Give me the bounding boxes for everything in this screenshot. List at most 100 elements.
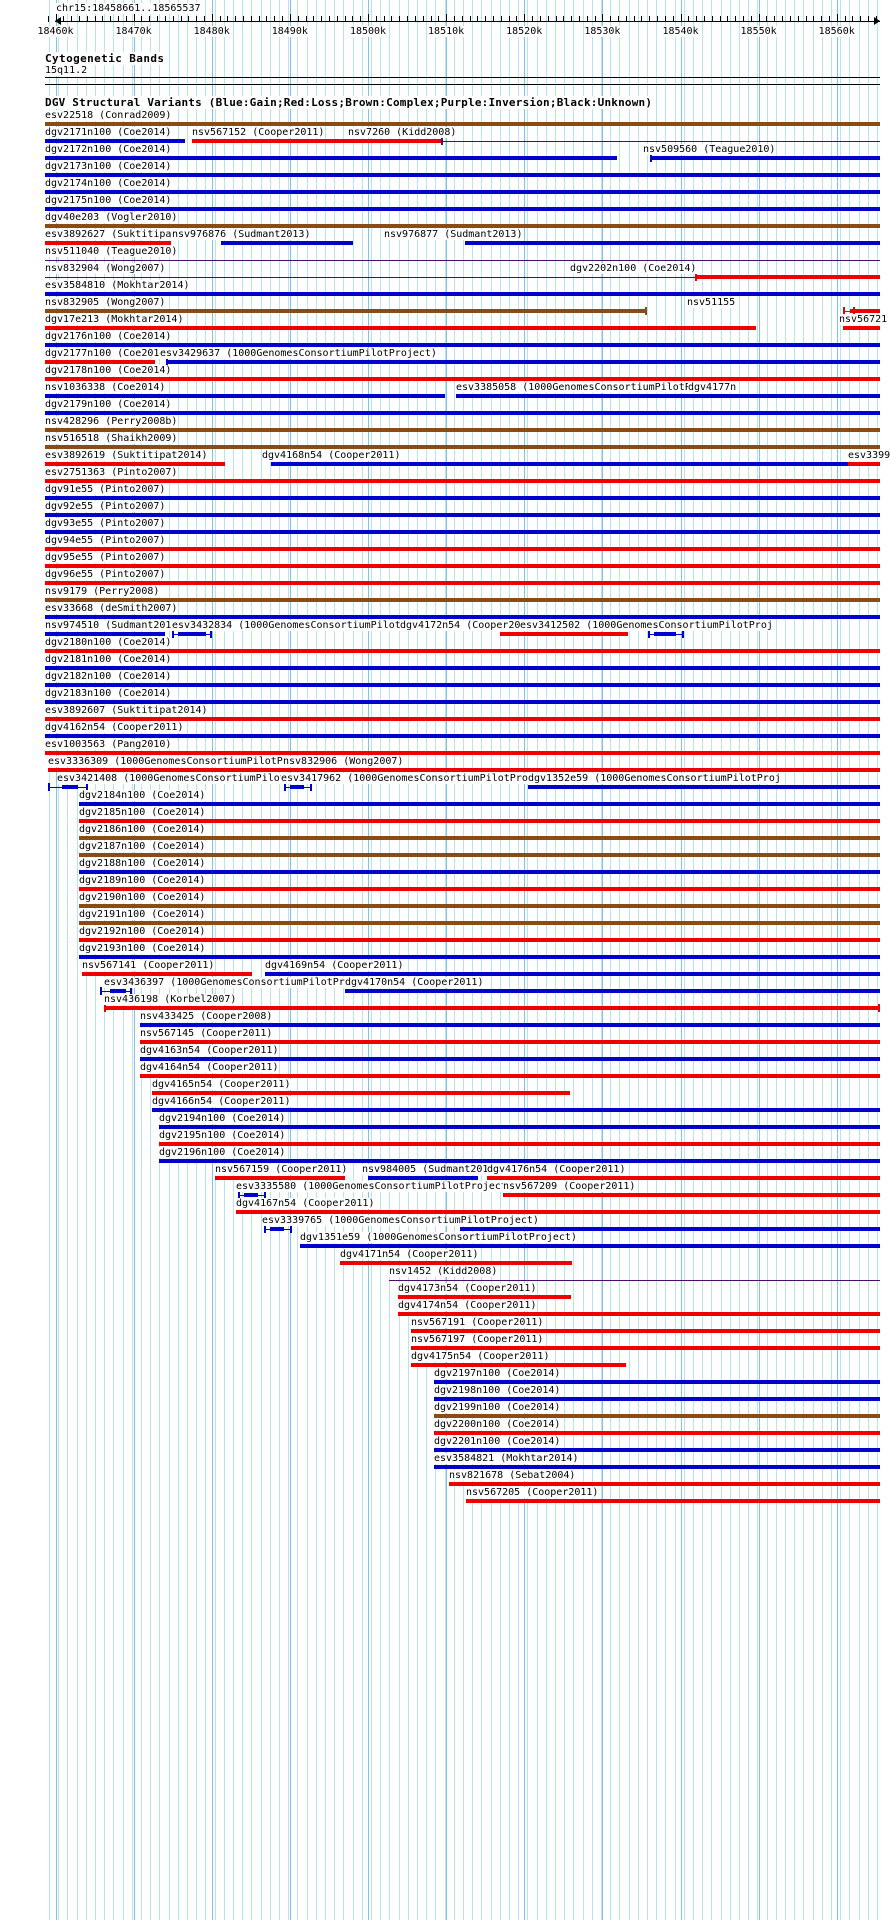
variant-feature-bar[interactable] bbox=[45, 207, 880, 211]
variant-label[interactable]: dgv4175n54 (Cooper2011) bbox=[411, 1351, 551, 1362]
variant-label[interactable]: nsv1452 (Kidd2008) bbox=[389, 1266, 499, 1277]
variant-label[interactable]: esv3892607 (Suktitipat2014) bbox=[45, 705, 209, 716]
variant-label[interactable]: dgv2189n100 (Coe2014) bbox=[79, 875, 207, 886]
variant-label[interactable]: dgv4170n54 (Cooper2011) bbox=[345, 977, 485, 988]
variant-label[interactable]: dgv2185n100 (Coe2014) bbox=[79, 807, 207, 818]
variant-feature-bar[interactable] bbox=[79, 853, 880, 857]
variant-feature-bar[interactable] bbox=[270, 1227, 284, 1231]
variant-label[interactable]: esv3432834 (1000GenomesConsortiumPilotPr… bbox=[172, 620, 450, 631]
variant-feature-bar[interactable] bbox=[45, 547, 880, 551]
variant-label[interactable]: esv3399 bbox=[848, 450, 890, 461]
variant-label[interactable]: nsv436198 (Korbel2007) bbox=[104, 994, 238, 1005]
variant-label[interactable]: dgv2172n100 (Coe2014) bbox=[45, 144, 173, 155]
variant-label[interactable]: dgv2171n100 (Coe2014) bbox=[45, 127, 173, 138]
variant-feature-bar[interactable] bbox=[79, 887, 880, 891]
variant-feature-bar[interactable] bbox=[411, 1329, 880, 1333]
variant-label[interactable]: nsv567152 (Cooper2011) bbox=[192, 127, 326, 138]
variant-feature-bar[interactable] bbox=[168, 360, 880, 364]
variant-feature-bar[interactable] bbox=[45, 496, 880, 500]
variant-feature-bar[interactable] bbox=[79, 904, 880, 908]
variant-feature-bar[interactable] bbox=[503, 1193, 880, 1197]
variant-label[interactable]: dgv94e55 (Pinto2007) bbox=[45, 535, 167, 546]
variant-label[interactable]: nsv7260 (Kidd2008) bbox=[348, 127, 458, 138]
variant-feature-bar[interactable] bbox=[45, 479, 880, 483]
variant-label[interactable]: dgv2181n100 (Coe2014) bbox=[45, 654, 173, 665]
variant-feature-bar[interactable] bbox=[45, 700, 880, 704]
variant-label[interactable]: esv3417962 (1000GenomesConsortiumPilotPr… bbox=[281, 773, 559, 784]
variant-label[interactable]: nsv567205 (Cooper2011) bbox=[466, 1487, 600, 1498]
variant-feature-bar[interactable] bbox=[79, 802, 880, 806]
variant-label[interactable]: nsv821678 (Sebat2004) bbox=[449, 1470, 577, 1481]
variant-feature-bar[interactable] bbox=[652, 156, 880, 160]
variant-label[interactable]: nsv984005 (Sudmant2013) bbox=[362, 1164, 502, 1175]
variant-label[interactable]: dgv4176n54 (Cooper2011) bbox=[487, 1164, 627, 1175]
variant-label[interactable]: nsv1036338 (Coe2014) bbox=[45, 382, 167, 393]
variant-label[interactable]: dgv2180n100 (Coe2014) bbox=[45, 637, 173, 648]
variant-label[interactable]: dgv4177n bbox=[688, 382, 738, 393]
variant-label[interactable]: dgv91e55 (Pinto2007) bbox=[45, 484, 167, 495]
variant-feature-bar[interactable] bbox=[654, 632, 676, 636]
variant-label[interactable]: esv3339765 (1000GenomesConsortiumPilotPr… bbox=[262, 1215, 540, 1226]
variant-label[interactable]: nsv567141 (Cooper2011) bbox=[82, 960, 216, 971]
variant-feature-bar[interactable] bbox=[45, 343, 880, 347]
variant-label[interactable]: dgv2197n100 (Coe2014) bbox=[434, 1368, 562, 1379]
variant-feature-bar[interactable] bbox=[45, 717, 880, 721]
variant-label[interactable]: esv3892619 (Suktitipat2014) bbox=[45, 450, 209, 461]
variant-feature-bar[interactable] bbox=[45, 615, 880, 619]
variant-feature-bar[interactable] bbox=[389, 1280, 880, 1281]
variant-feature-bar[interactable] bbox=[340, 1261, 572, 1265]
variant-feature-bar[interactable] bbox=[848, 462, 880, 466]
variant-label[interactable]: dgv4162n54 (Cooper2011) bbox=[45, 722, 185, 733]
variant-label[interactable]: esv3336309 (1000GenomesConsortiumPilotPr… bbox=[48, 756, 326, 767]
variant-feature-bar[interactable] bbox=[45, 734, 880, 738]
variant-feature-bar[interactable] bbox=[45, 309, 645, 313]
variant-feature-bar[interactable] bbox=[45, 326, 756, 330]
variant-label[interactable]: esv3584821 (Mokhtar2014) bbox=[434, 1453, 580, 1464]
variant-label[interactable]: dgv2179n100 (Coe2014) bbox=[45, 399, 173, 410]
variant-label[interactable]: dgv4168n54 (Cooper2011) bbox=[262, 450, 402, 461]
variant-label[interactable]: dgv2192n100 (Coe2014) bbox=[79, 926, 207, 937]
variant-feature-bar[interactable] bbox=[140, 1040, 880, 1044]
variant-label[interactable]: nsv567191 (Cooper2011) bbox=[411, 1317, 545, 1328]
variant-feature-bar[interactable] bbox=[850, 309, 880, 313]
variant-label[interactable]: dgv2193n100 (Coe2014) bbox=[79, 943, 207, 954]
variant-label[interactable]: dgv2184n100 (Coe2014) bbox=[79, 790, 207, 801]
variant-label[interactable]: nsv567145 (Cooper2011) bbox=[140, 1028, 274, 1039]
variant-feature-bar[interactable] bbox=[45, 224, 880, 228]
variant-label[interactable]: nsv832905 (Wong2007) bbox=[45, 297, 167, 308]
variant-feature-bar[interactable] bbox=[45, 598, 880, 602]
variant-label[interactable]: dgv2200n100 (Coe2014) bbox=[434, 1419, 562, 1430]
variant-feature-bar[interactable] bbox=[45, 292, 880, 296]
variant-feature-bar[interactable] bbox=[79, 819, 880, 823]
variant-feature-bar[interactable] bbox=[45, 649, 880, 653]
variant-label[interactable]: nsv976877 (Sudmant2013) bbox=[384, 229, 524, 240]
variant-label[interactable]: dgv40e203 (Vogler2010) bbox=[45, 212, 179, 223]
variant-feature-bar[interactable] bbox=[178, 632, 206, 636]
variant-feature-bar[interactable] bbox=[62, 785, 78, 789]
variant-label[interactable]: dgv2188n100 (Coe2014) bbox=[79, 858, 207, 869]
variant-label[interactable]: nsv567197 (Cooper2011) bbox=[411, 1334, 545, 1345]
variant-label[interactable]: esv3421408 (1000GenomesConsortiumPilotPr… bbox=[57, 773, 335, 784]
variant-feature-bar[interactable] bbox=[79, 938, 880, 942]
variant-feature-bar[interactable] bbox=[434, 1465, 880, 1469]
variant-label[interactable]: nsv428296 (Perry2008b) bbox=[45, 416, 179, 427]
variant-label[interactable]: dgv4169n54 (Cooper2011) bbox=[265, 960, 405, 971]
variant-label[interactable]: dgv4174n54 (Cooper2011) bbox=[398, 1300, 538, 1311]
variant-feature-bar[interactable] bbox=[466, 1499, 880, 1503]
variant-label[interactable]: nsv56721 bbox=[839, 314, 889, 325]
variant-label[interactable]: nsv433425 (Cooper2008) bbox=[140, 1011, 274, 1022]
variant-feature-bar[interactable] bbox=[443, 141, 880, 142]
variant-feature-bar[interactable] bbox=[159, 1125, 880, 1129]
variant-feature-bar[interactable] bbox=[45, 173, 880, 177]
variant-feature-bar[interactable] bbox=[45, 632, 165, 636]
variant-feature-bar[interactable] bbox=[79, 921, 880, 925]
variant-feature-bar[interactable] bbox=[398, 1295, 571, 1299]
variant-feature-bar[interactable] bbox=[487, 1176, 880, 1180]
variant-label[interactable]: dgv2196n100 (Coe2014) bbox=[159, 1147, 287, 1158]
variant-feature-bar[interactable] bbox=[221, 241, 353, 245]
variant-feature-bar[interactable] bbox=[79, 870, 880, 874]
variant-label[interactable]: nsv974510 (Sudmant2013) bbox=[45, 620, 185, 631]
variant-feature-bar[interactable] bbox=[434, 1414, 880, 1418]
variant-label[interactable]: dgv4171n54 (Cooper2011) bbox=[340, 1249, 480, 1260]
variant-label[interactable]: dgv4166n54 (Cooper2011) bbox=[152, 1096, 292, 1107]
